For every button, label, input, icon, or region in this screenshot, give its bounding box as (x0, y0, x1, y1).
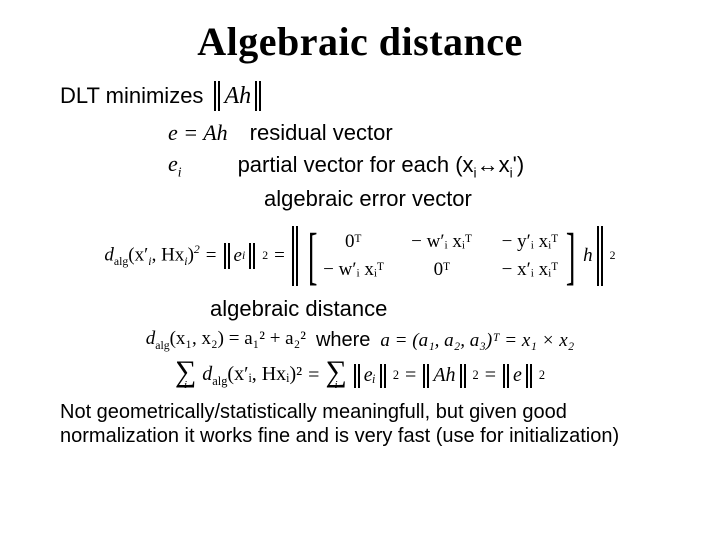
norm-e: e (502, 364, 533, 388)
vector-h: h (583, 245, 593, 267)
where-line: dalg(x₁, x₂) = a₁² + a₂² where a = (a₁, … (60, 328, 660, 353)
dalg-lhs: dalg(x′i, Hxi)2 (104, 243, 199, 269)
matrix: [ 0ᵀ − w′ᵢ xᵢᵀ − y′ᵢ xᵢᵀ − w′ᵢ xᵢᵀ 0ᵀ − … (302, 228, 581, 284)
sigma-icon: ∑ i (175, 361, 196, 390)
dlt-text: DLT minimizes (60, 82, 203, 110)
slide: Algebraic distance DLT minimizes Ah e = … (0, 0, 720, 540)
residual-label: residual vector (250, 119, 393, 147)
eq-e-ah: e = Ah (168, 120, 228, 146)
norm-ah: Ah (213, 81, 262, 111)
eq-ei: ei (168, 151, 182, 180)
alg-err-label: algebraic error vector (264, 185, 660, 213)
norm-ei-2: eᵢ (353, 364, 387, 388)
partial-label: partial vector for each (xi↔xi') (238, 151, 525, 181)
norm-ei: ei (223, 243, 257, 269)
dalg-x1x2: dalg(x₁, x₂) = a₁² + a₂² (146, 328, 306, 353)
dlt-row: DLT minimizes Ah (60, 81, 660, 111)
footnote: Not geometrically/statistically meaningf… (60, 400, 660, 448)
sum-dalg: dalg(x′ᵢ, Hxᵢ)² (202, 363, 302, 389)
alg-dist-label: algebraic distance (210, 296, 660, 322)
a-eq: a = (a₁, a₂, a₃)ᵀ = x₁ × x₂ (380, 330, 574, 352)
page-title: Algebraic distance (60, 18, 660, 65)
definitions-block: e = Ah residual vector ei partial vector… (60, 119, 660, 212)
big-equation: dalg(x′i, Hxi)2 = ei 2 = [ 0ᵀ − w′ᵢ xᵢᵀ … (60, 226, 660, 286)
norm-ah-2: Ah (422, 364, 466, 388)
norm-ah-content: Ah (224, 83, 251, 110)
sum-line: ∑ i dalg(x′ᵢ, Hxᵢ)² = ∑ i eᵢ 2 = Ah 2 = … (60, 361, 660, 390)
where-word: where (316, 329, 370, 352)
norm-matrix: [ 0ᵀ − w′ᵢ xᵢᵀ − y′ᵢ xᵢᵀ − w′ᵢ xᵢᵀ 0ᵀ − … (291, 226, 604, 286)
sigma-icon-2: ∑ i (325, 361, 346, 390)
